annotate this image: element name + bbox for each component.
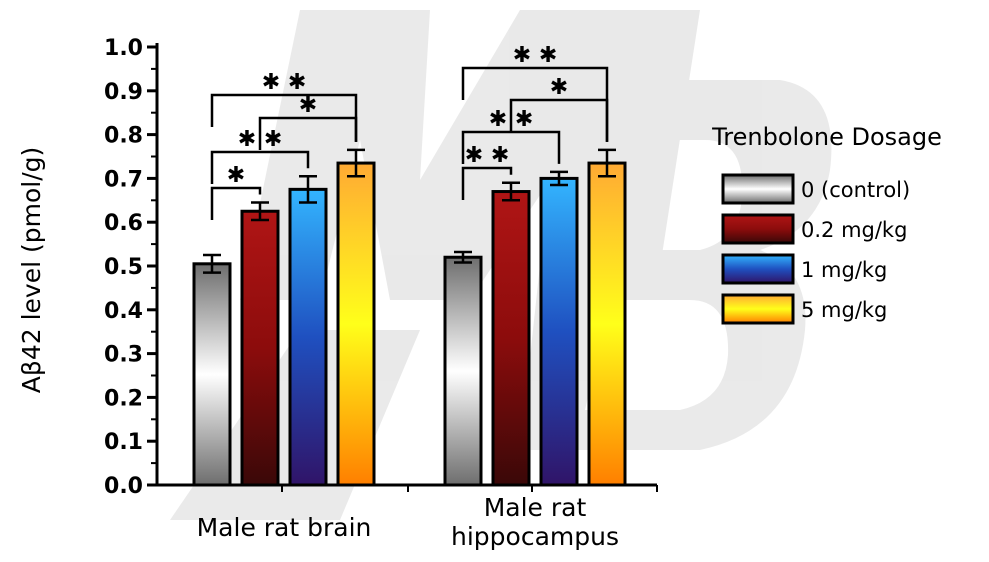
y-tick-label: 0.3 <box>104 343 143 368</box>
significance-label: ✱ ✱ <box>262 70 307 95</box>
legend-swatch <box>721 173 795 205</box>
significance-bracket <box>461 66 609 142</box>
axes: 0.0 0.1 0.2 0.3 0.4 0.5 0.6 0.7 0.8 0.9 1.0 Aβ42 le… <box>17 36 658 499</box>
y-tick-label: 0.6 <box>104 211 143 236</box>
y-tick-label: 0.5 <box>104 255 143 280</box>
bar <box>336 161 376 487</box>
significance-label: ✱ <box>227 163 245 188</box>
bar <box>539 176 579 487</box>
legend-swatch <box>721 293 795 325</box>
y-axis-label: Aβ42 level (pmol/g) <box>17 147 46 393</box>
significance-label: ✱ ✱ <box>513 43 558 68</box>
y-tick-label: 0.8 <box>104 124 143 149</box>
y-tick-label: 0.7 <box>104 167 143 192</box>
bar <box>491 190 531 487</box>
y-tick-label: 0.2 <box>104 386 143 411</box>
category-label: Male rat <box>484 493 587 522</box>
legend-label: 0 (control) <box>801 178 910 202</box>
bar <box>587 161 627 487</box>
significance-bracket <box>210 186 262 220</box>
significance-label: ✱ <box>299 93 317 118</box>
legend-label: 5 mg/kg <box>801 298 887 322</box>
legend-swatch <box>721 213 795 245</box>
significance-label: ✱ <box>550 75 568 100</box>
legend-swatch <box>721 253 795 285</box>
y-tick-label: 1.0 <box>104 36 143 61</box>
bar <box>240 209 280 487</box>
y-tick-label: 0.9 <box>104 80 143 105</box>
bar <box>288 187 328 487</box>
category-label: hippocampus <box>451 522 619 551</box>
y-tick-label: 0.4 <box>104 299 143 324</box>
y-tick-label: 0.0 <box>104 474 143 499</box>
significance-bracket <box>210 93 358 142</box>
y-tick-label: 0.1 <box>104 430 143 455</box>
significance-bracket <box>210 150 310 184</box>
bar <box>192 262 232 487</box>
significance-label: ✱ ✱ <box>465 143 510 168</box>
legend: Trenbolone Dosage 0 (control) 0.2 mg/kg 1 m… <box>711 123 942 325</box>
significance-markers: ✱✱ ✱✱✱ ✱✱ ✱✱ ✱✱✱ ✱ <box>210 43 609 220</box>
legend-label: 0.2 mg/kg <box>801 218 907 242</box>
significance-bracket <box>461 166 513 200</box>
category-label: Male rat brain <box>197 513 372 542</box>
legend-title: Trenbolone Dosage <box>711 123 942 151</box>
bar <box>443 255 483 487</box>
legend-label: 1 mg/kg <box>801 258 887 282</box>
